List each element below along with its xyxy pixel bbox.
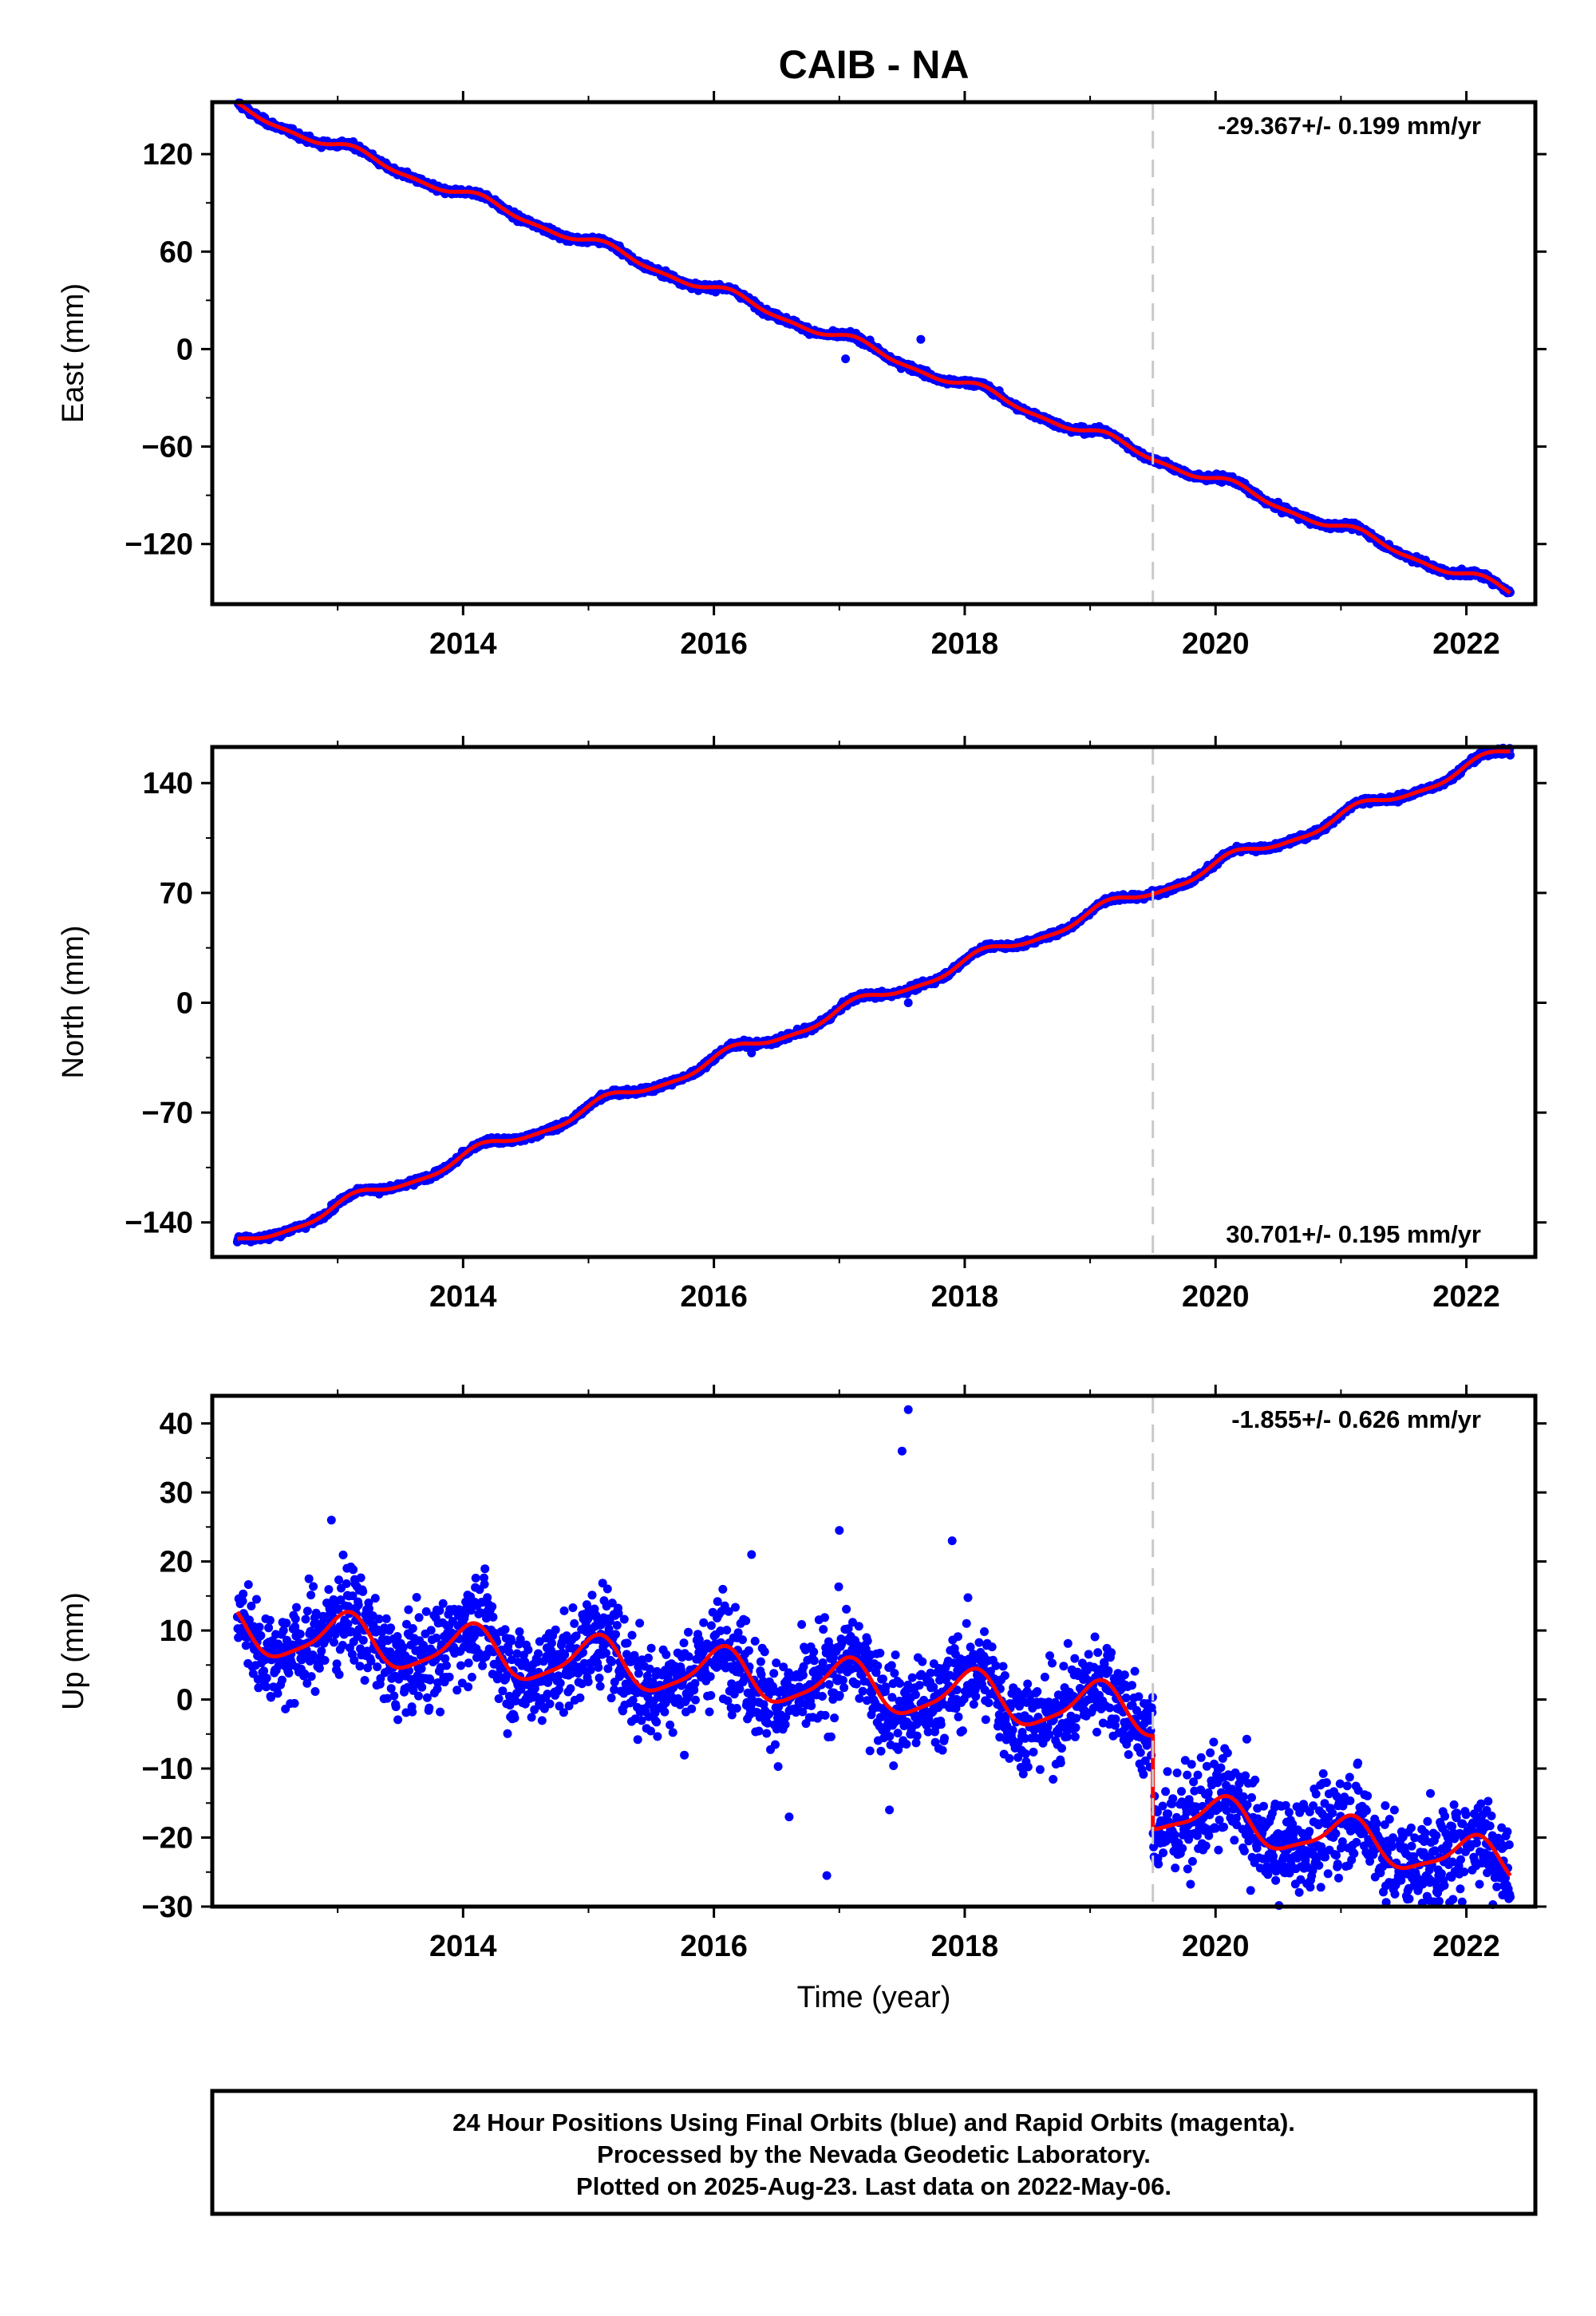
east-rate-label: -29.367+/- 0.199 mm/yr xyxy=(1218,112,1481,140)
east-outlier-point xyxy=(841,354,851,364)
east-y-tick-label: −120 xyxy=(124,528,193,562)
east-x-tick-label: 2014 xyxy=(429,627,497,661)
east-y-tick-label: 0 xyxy=(176,333,193,366)
east-y-tick-label: 120 xyxy=(143,138,193,172)
chart-title: CAIB - NA xyxy=(779,42,970,87)
east-x-tick-label: 2020 xyxy=(1182,627,1250,661)
east-panel: 120 60 0 −60 −120 2014 2016 2018 2020 2022 -29.36… xyxy=(57,91,1547,661)
east-axis-label: East (mm) xyxy=(57,283,90,423)
east-outlier-point xyxy=(916,334,926,344)
east-y-tick-label: 60 xyxy=(160,235,193,269)
east-x-tick-label: 2016 xyxy=(680,627,748,661)
east-x-tick-label: 2018 xyxy=(931,627,999,661)
east-y-tick-label: −60 xyxy=(142,431,193,464)
east-ticks: 120 60 0 −60 −120 2014 2016 2018 2020 2022 xyxy=(124,91,1547,661)
east-x-tick-label: 2022 xyxy=(1432,627,1500,661)
